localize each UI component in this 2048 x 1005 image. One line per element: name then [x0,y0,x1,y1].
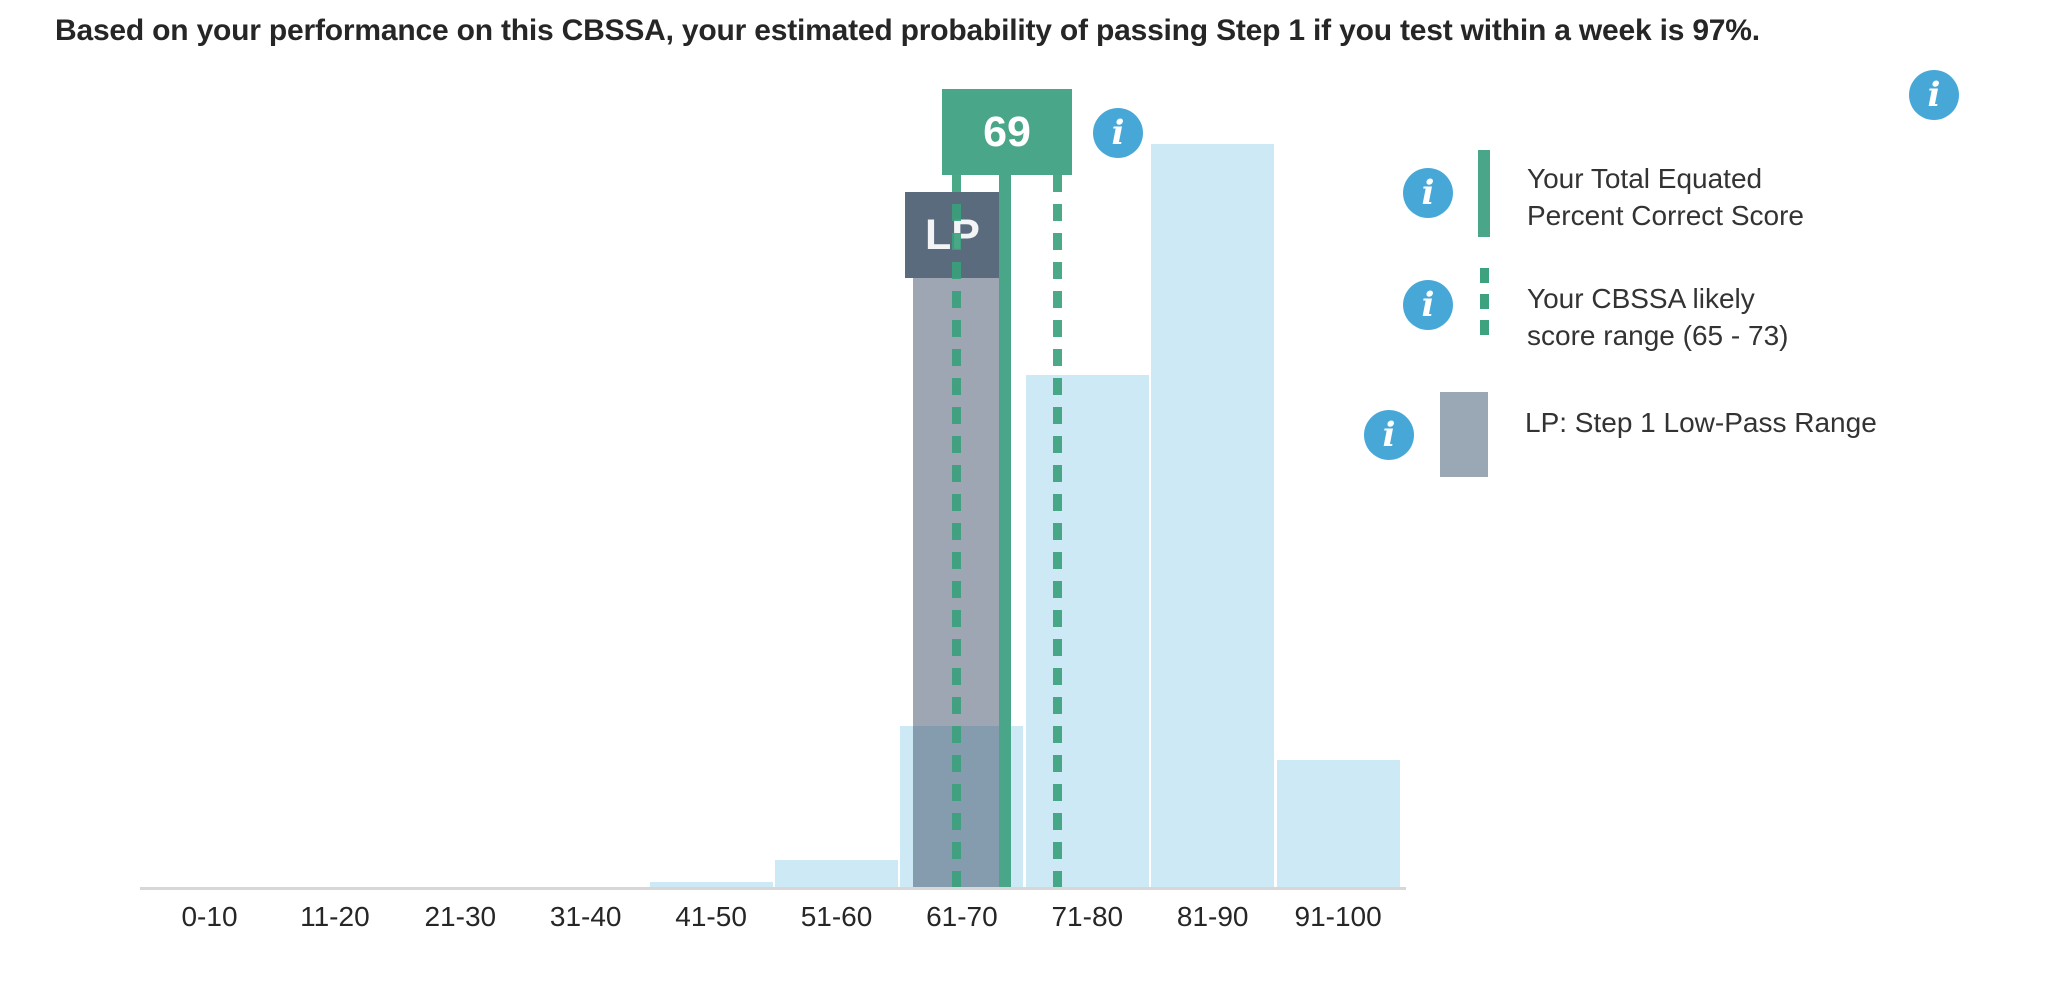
x-tick-label-71-80: 71-80 [1051,901,1124,932]
score-value: 69 [983,107,1031,156]
legend-item-range-label: Your CBSSA likely score range (65 - 73) [1527,280,1788,354]
x-tick-label-11-20: 11-20 [300,901,370,932]
score-info-icon[interactable]: i [1093,108,1143,158]
info-icon-glyph: i [1382,415,1396,455]
x-tick-label-91-100: 91-100 [1294,901,1382,932]
page-title: Based on your performance on this CBSSA,… [55,14,1760,47]
legend-item-score-label: Your Total Equated Percent Correct Score [1527,160,1804,234]
info-icon-glyph: i [1421,285,1435,325]
legend-solid-green-line-swatch [1478,150,1490,237]
x-tick-label-0-10: 0-10 [181,901,238,932]
x-tick-label-61-70: 61-70 [926,901,998,932]
info-icon-glyph: i [1421,173,1435,213]
score-marker-line [999,175,1011,887]
legend-line: Percent Correct Score [1527,200,1804,231]
x-tick-label-31-40: 31-40 [549,901,622,932]
info-icon-glyph: i [1111,113,1125,153]
legend-line: score range (65 - 73) [1527,320,1789,351]
legend-line: Your Total Equated [1527,163,1763,194]
legend-dashed-green-line-swatch [1480,268,1489,346]
legend-range-info-icon[interactable]: i [1403,280,1453,330]
bar-41-50 [649,882,773,887]
legend-line: LP: Step 1 Low-Pass Range [1525,407,1877,438]
score-value-box: 69 [942,89,1072,175]
title-info-icon[interactable]: i [1909,70,1959,120]
legend-line: Your CBSSA likely [1527,283,1755,314]
legend-lowpass-info-icon[interactable]: i [1364,410,1414,460]
info-icon-glyph: i [1927,75,1941,115]
bar-81-90 [1151,144,1275,887]
bar-51-60 [775,860,898,887]
likely-range-lower-dashed-line [952,175,961,887]
x-tick-label-21-30: 21-30 [424,901,497,932]
legend-score-info-icon[interactable]: i [1403,168,1453,218]
x-tick-label-51-60: 51-60 [800,901,873,932]
likely-range-upper-dashed-line [1053,175,1062,887]
x-tick-label-81-90: 81-90 [1176,901,1249,932]
x-axis-line [140,887,1406,890]
legend-gray-box-swatch [1440,392,1488,477]
bar-71-80 [1025,375,1149,887]
x-tick-label-41-50: 41-50 [675,901,747,932]
bar-91-100 [1276,760,1400,887]
legend-item-lowpass-label: LP: Step 1 Low-Pass Range [1525,404,1877,441]
